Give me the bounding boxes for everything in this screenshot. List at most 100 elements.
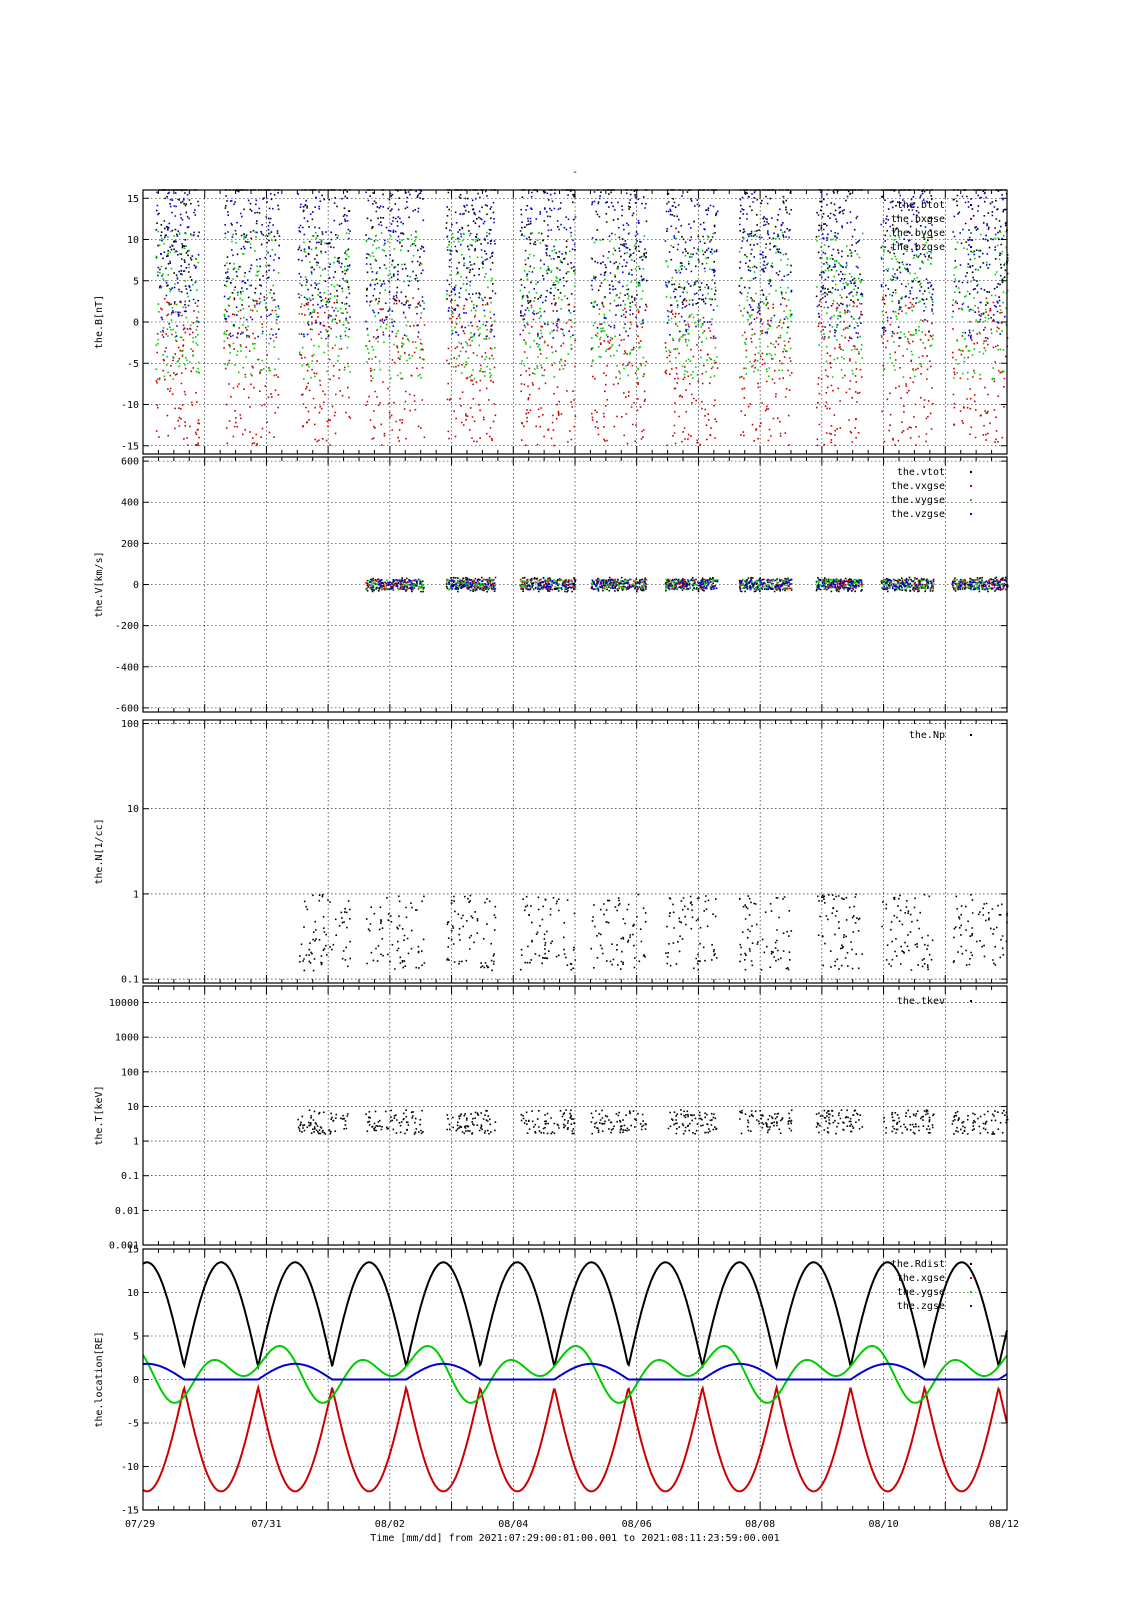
y-tick-label: 5 xyxy=(133,1332,139,1343)
legend-label: the.ygse xyxy=(897,1287,945,1298)
legend-marker xyxy=(970,1000,972,1002)
legend-marker xyxy=(970,232,972,234)
y-tick-label: 15 xyxy=(127,194,139,205)
x-tick-label: 08/04 xyxy=(498,1519,528,1530)
legend-marker xyxy=(970,1305,972,1307)
panel-4: 10000 1000 100 10 1 0.1 0.01 0.001 the.T[keV] the… xyxy=(94,985,1009,1252)
series-points-the-bxgse xyxy=(155,296,1008,447)
series-points-the-bygse xyxy=(155,230,1009,381)
legend-marker xyxy=(970,246,972,248)
legend-label: the.bxgse xyxy=(891,214,945,225)
series-group xyxy=(365,576,1009,593)
y-tick-label: -15 xyxy=(121,1506,139,1517)
legend-label: the.Np xyxy=(909,730,945,741)
y-tick-label: 600 xyxy=(121,457,139,468)
legend-label: the.vxgse xyxy=(891,481,945,492)
y-tick-label: 0 xyxy=(133,1375,139,1386)
panel-5: 15 10 5 0 -5 -10 -15 the.location[RE] the.Rdist t… xyxy=(94,1245,1019,1531)
y-tick-label: 1 xyxy=(133,889,139,900)
series-line-the-ygse xyxy=(142,1345,1008,1404)
legend-marker xyxy=(970,218,972,220)
panel-1: 15 10 5 0 -5 -10 -15 the.B[nT] the.btot the.bxgse… xyxy=(94,189,1009,455)
series-points-the-vzgse xyxy=(366,578,1009,591)
y-tick-label: 15 xyxy=(127,1245,139,1256)
legend-label: the.vygse xyxy=(891,495,945,506)
y-axis-label: the.B[nT] xyxy=(94,295,105,349)
y-tick-label: -10 xyxy=(121,400,139,411)
figure-title: - xyxy=(572,167,578,178)
legend-marker xyxy=(970,485,972,487)
y-tick-label: 10 xyxy=(127,1102,139,1113)
y-tick-label: 1 xyxy=(133,1137,139,1148)
series-points-the-tkev xyxy=(297,1109,1009,1135)
y-tick-label: -600 xyxy=(115,703,139,714)
x-tick-label: 08/12 xyxy=(989,1519,1019,1530)
legend-label: the.vtot xyxy=(897,467,945,478)
y-tick-label: -400 xyxy=(115,662,139,673)
series-group xyxy=(142,1261,1008,1493)
series-points-the-btot xyxy=(155,189,1009,307)
panel-frame xyxy=(142,456,1008,713)
y-tick-label: 5 xyxy=(133,276,139,287)
legend-label: the.bzgse xyxy=(891,242,945,253)
panel-frame xyxy=(142,1248,1008,1511)
legend-marker xyxy=(970,499,972,501)
legend-marker xyxy=(970,471,972,473)
legend-marker xyxy=(970,204,972,206)
y-tick-label: 10000 xyxy=(109,998,139,1009)
y-axis-label: the.N[1/cc] xyxy=(94,818,105,884)
legend-marker xyxy=(970,1277,972,1279)
y-tick-label: 0 xyxy=(133,580,139,591)
y-tick-label: -15 xyxy=(121,441,139,452)
y-tick-label: 0.001 xyxy=(109,1241,139,1252)
y-tick-label: 0.01 xyxy=(115,1206,139,1217)
y-tick-label: 0 xyxy=(133,318,139,329)
legend-marker xyxy=(970,1291,972,1293)
series-group xyxy=(155,189,1009,447)
y-axis-label: the.V[km/s] xyxy=(94,551,105,617)
legend-marker xyxy=(970,1263,972,1265)
series-line-the-xgse xyxy=(142,1383,1008,1493)
y-tick-label: -5 xyxy=(127,359,139,370)
y-tick-label: 10 xyxy=(127,1288,139,1299)
x-tick-label: 08/02 xyxy=(375,1519,405,1530)
x-tick-label: 07/31 xyxy=(251,1519,281,1530)
legend-label: the.bygse xyxy=(891,228,945,239)
x-axis-label: Time [mm/dd] from 2021:07:29:00:01:00.00… xyxy=(370,1533,779,1544)
panels: 151050-5-10-15the.B[nT]the.btotthe.bxgse… xyxy=(94,189,1019,1531)
series-points-the-Np xyxy=(299,893,1008,972)
legend-marker xyxy=(970,513,972,515)
legend-label: the.xgse xyxy=(897,1273,945,1284)
panel-3: 100 10 1 0.1 the.N[1/cc] the.Np xyxy=(94,719,1008,986)
series-group xyxy=(297,1109,1009,1135)
legend-label: the.Rdist xyxy=(891,1259,945,1270)
y-tick-label: 100 xyxy=(121,719,139,730)
series-line-the-zgse xyxy=(142,1362,1008,1381)
series-line-the-Rdist xyxy=(142,1261,1008,1371)
panel-frame xyxy=(142,189,1008,455)
y-tick-label: 100 xyxy=(121,1067,139,1078)
y-tick-label: 200 xyxy=(121,539,139,550)
y-tick-label: 0.1 xyxy=(121,975,139,986)
x-tick-label: 08/06 xyxy=(622,1519,652,1530)
y-tick-label: 400 xyxy=(121,498,139,509)
y-tick-label: -200 xyxy=(115,621,139,632)
y-tick-label: 10 xyxy=(127,235,139,246)
legend-label: the.zgse xyxy=(897,1301,945,1312)
panel-2: 600 400 200 0 -200 -400 -600 the.V[km/s] the.vto… xyxy=(94,456,1009,714)
x-tick-label: 08/10 xyxy=(869,1519,899,1530)
x-tick-label: 07/29 xyxy=(125,1519,155,1530)
y-tick-label: -10 xyxy=(121,1462,139,1473)
legend-label: the.tkev xyxy=(897,996,945,1007)
legend-label: the.btot xyxy=(897,200,945,211)
y-tick-label: 0.1 xyxy=(121,1171,139,1182)
y-tick-label: 10 xyxy=(127,804,139,815)
legend-label: the.vzgse xyxy=(891,509,945,520)
panel-frame xyxy=(142,985,1008,1246)
y-tick-label: -5 xyxy=(127,1419,139,1430)
panel-frame xyxy=(142,719,1008,984)
y-tick-label: 1000 xyxy=(115,1033,139,1044)
y-axis-label: the.location[RE] xyxy=(94,1331,105,1427)
legend-marker xyxy=(970,734,972,736)
